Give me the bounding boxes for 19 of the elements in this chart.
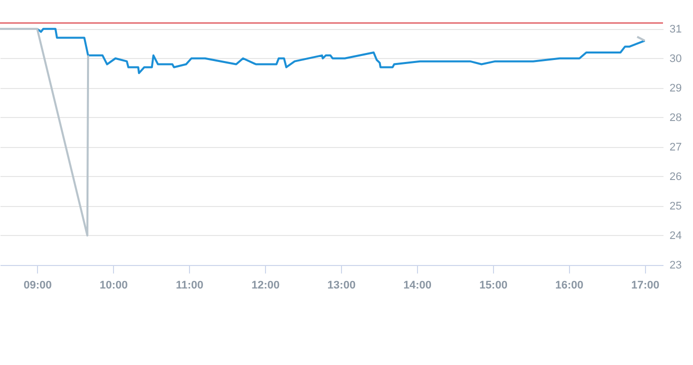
y-tick-label: 29 [670, 82, 682, 94]
x-tick-label: 16:00 [555, 280, 584, 292]
x-tick-label: 14:00 [403, 280, 432, 292]
y-tick-label: 26 [670, 170, 682, 183]
x-tick-label: 11:00 [176, 280, 204, 292]
y-tick-label: 28 [670, 112, 682, 124]
x-tick-label: 12:00 [251, 280, 280, 292]
line-series [36, 28, 646, 74]
y-tick-label: 24 [670, 230, 682, 242]
x-tick-label: 13:00 [327, 280, 356, 292]
y-tick-label: 27 [670, 141, 682, 154]
y-tick-label: 31 [670, 23, 682, 36]
x-tick-label: 10:00 [100, 280, 128, 292]
x-tick-label: 17:00 [631, 280, 660, 292]
y-tick-label: 25 [670, 200, 682, 212]
x-tick-label: 15:00 [479, 280, 508, 292]
y-tick-label: 23 [670, 260, 682, 272]
y-tick-label: 30 [670, 52, 682, 65]
x-tick-label: 09:00 [24, 280, 52, 292]
